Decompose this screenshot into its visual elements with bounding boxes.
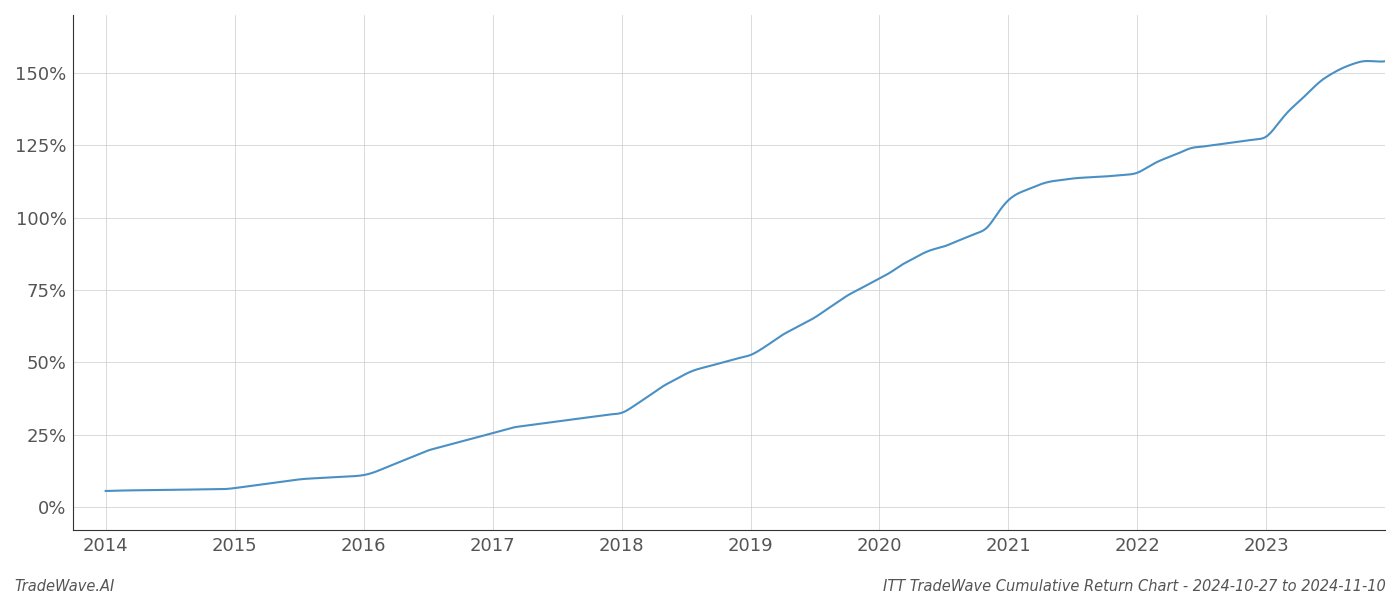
- Text: TradeWave.AI: TradeWave.AI: [14, 579, 115, 594]
- Text: ITT TradeWave Cumulative Return Chart - 2024-10-27 to 2024-11-10: ITT TradeWave Cumulative Return Chart - …: [883, 579, 1386, 594]
